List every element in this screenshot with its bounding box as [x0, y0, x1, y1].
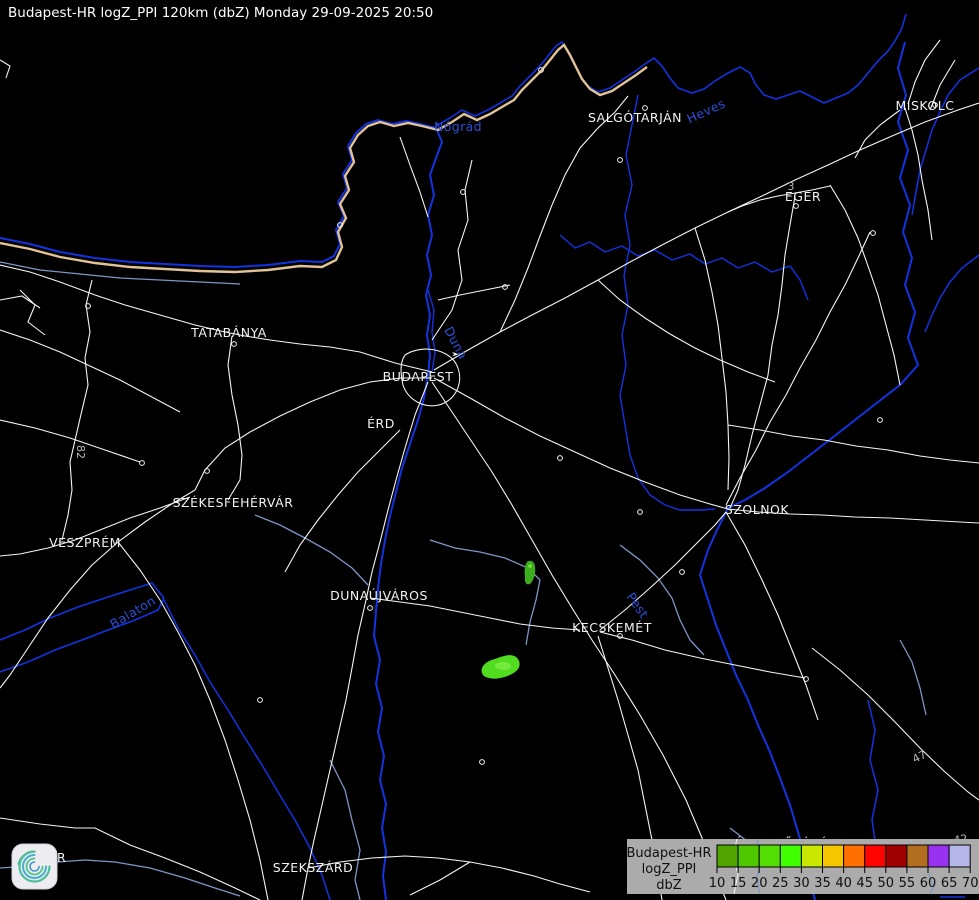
- echo-large-core: [495, 662, 511, 670]
- legend-tick-10: 10: [709, 876, 726, 891]
- road-number-82: 82: [74, 445, 87, 459]
- legend-cell-45: [864, 844, 887, 868]
- radar-echoes: [481, 560, 536, 679]
- river-danube: [0, 118, 444, 900]
- road-network: [0, 39, 979, 900]
- lake-balaton-shore-2: [0, 597, 165, 673]
- river-tarna: [559, 234, 809, 301]
- legend-overlay-river-2: [927, 873, 935, 895]
- legend-tick-70: 70: [962, 876, 979, 891]
- airport-icon: [452, 352, 459, 357]
- region-label-nograd: Nógrád: [434, 119, 482, 134]
- right-edge-river-2: [924, 254, 979, 333]
- legend-tick-30: 30: [793, 876, 810, 891]
- legend-color-cells: [716, 844, 971, 868]
- echo-small: [524, 560, 536, 585]
- city-label-szolnok: SZOLNOK: [725, 502, 789, 517]
- legend-radar-name: Budapest-HR: [627, 846, 712, 861]
- legend-tick-25: 25: [772, 876, 789, 891]
- city-label-dunaujvaros: DUNAÚJVÁROS: [330, 588, 428, 603]
- legend-cell-30: [800, 844, 824, 868]
- city-label-salgotarjan: SALGÓTARJÁN: [588, 110, 682, 125]
- legend-product-name: logZ_PPI: [642, 862, 697, 877]
- legend-cell-15: [737, 844, 760, 868]
- city-label-eger: EGER: [785, 189, 821, 204]
- major-rivers: [0, 13, 979, 900]
- legend-tick-50: 50: [878, 876, 895, 891]
- city-label-erd: ÉRD: [367, 416, 395, 431]
- product-title: Budapest-HR logZ_PPI 120km (dbZ) Monday …: [8, 5, 433, 21]
- legend-cell-40: [843, 844, 866, 868]
- river-danube-branch: [427, 289, 436, 373]
- city-label-szekszard: SZEKSZÁRD: [273, 860, 353, 875]
- road-number-3: 3: [788, 180, 795, 193]
- river-ipoly: [435, 13, 907, 127]
- river-zagyva: [619, 94, 716, 511]
- legend-tick-labels: 10 15 20 25 30 35 40 45 50 55 60 65 70: [709, 876, 979, 891]
- sio-canal: [163, 599, 331, 900]
- legend-cell-60: [927, 844, 950, 868]
- legend-cell-55: [906, 844, 929, 868]
- legend-tick-35: 35: [814, 876, 831, 891]
- country-border: [0, 43, 648, 274]
- city-label-budapest: BUDAPEST: [383, 369, 454, 384]
- met-spiral-logo: [11, 843, 58, 890]
- lake-balaton-shore-1: [0, 582, 165, 641]
- legend-unit: dbZ: [656, 878, 682, 893]
- legend-tick-55: 55: [899, 876, 916, 891]
- spiral-icon: [17, 850, 51, 883]
- city-label-miskolc: MISKOLC: [896, 98, 955, 113]
- legend-tick-marks: [716, 867, 971, 873]
- legend-tick-60: 60: [920, 876, 937, 891]
- river-tisza: [698, 41, 920, 900]
- right-edge-river-1: [911, 67, 979, 216]
- dbz-legend: Budapest-HR logZ_PPI dbZ: [627, 838, 979, 895]
- town-markers: [85, 67, 938, 765]
- legend-cell-20: [758, 844, 781, 868]
- legend-tick-20: 20: [751, 876, 768, 891]
- city-label-tatabanya: TATABÁNYA: [190, 325, 267, 340]
- city-label-veszprem: VESZPRÉM: [49, 535, 121, 550]
- river-koros: [867, 699, 879, 849]
- legend-cell-10: [716, 844, 739, 868]
- legend-cell-65: [948, 844, 971, 868]
- legend-cell-25: [779, 844, 802, 868]
- legend-tick-15: 15: [730, 876, 747, 891]
- echo-small-core: [528, 564, 532, 568]
- legend-cell-35: [822, 844, 845, 868]
- road-number-47: 47: [910, 748, 928, 766]
- legend-tick-65: 65: [941, 876, 958, 891]
- city-label-szekesfehervar: SZÉKESFEHÉRVÁR: [173, 495, 294, 510]
- city-label-kecskemet: KECSKEMÉT: [572, 620, 652, 635]
- legend-cell-50: [885, 844, 908, 868]
- legend-tick-45: 45: [856, 876, 873, 891]
- legend-tick-40: 40: [835, 876, 852, 891]
